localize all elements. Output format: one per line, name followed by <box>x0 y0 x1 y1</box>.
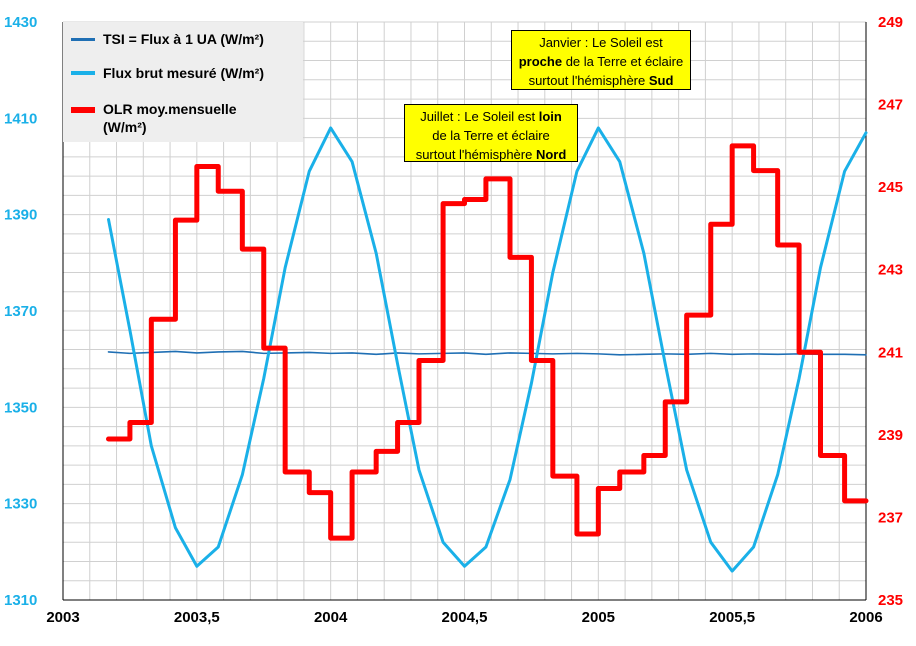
series <box>106 126 869 573</box>
callout-july-line3a: surtout l'hémisphère <box>415 147 536 162</box>
series-line-tsi <box>107 350 867 356</box>
y-right-tick-label: 239 <box>878 427 903 444</box>
y-right-tick-label: 247 <box>878 97 903 114</box>
callout-july-line1a: Juillet : Le Soleil est <box>420 109 539 124</box>
legend-label-flux: Flux brut mesuré (W/m²) <box>103 65 265 81</box>
callout-january-line1: Janvier : Le Soleil est <box>539 35 663 50</box>
callout-july-line1b: loin <box>538 109 562 124</box>
x-tick-label: 2003 <box>46 609 79 626</box>
callout-january-line3b: Sud <box>648 73 674 88</box>
callout-july-line2: de la Terre et éclaire <box>432 128 550 143</box>
y-right-tick-label: 237 <box>878 509 903 526</box>
y-left-tick-label: 1350 <box>4 399 37 416</box>
legend-swatch-tsi <box>71 37 95 41</box>
series-line-olr <box>106 143 869 541</box>
legend-label-olr-unit: (W/m²) <box>103 119 147 135</box>
x-tick-label: 2005,5 <box>709 609 755 626</box>
x-tick-label: 2005 <box>582 609 615 626</box>
callout-january: Janvier : Le Soleil est proche de la Ter… <box>511 30 691 90</box>
y-left-tick-label: 1310 <box>4 592 37 609</box>
legend-swatch-olr <box>71 107 95 113</box>
y-right-tick-label: 243 <box>878 262 903 279</box>
callout-july: Juillet : Le Soleil est loin de la Terre… <box>404 104 578 162</box>
tick-labels: 2003 2003,5 2004 2004,5 2005 2005,5 2006 1310 13… <box>4 14 903 626</box>
y-left-tick-label: 1410 <box>4 110 37 127</box>
x-tick-label: 2003,5 <box>174 609 220 626</box>
y-left-tick-label: 1390 <box>4 207 37 224</box>
series-line-flux <box>107 126 868 573</box>
legend: TSI = Flux à 1 UA (W/m²) Flux brut mesur… <box>63 22 303 142</box>
x-tick-label: 2006 <box>849 609 882 626</box>
legend-swatch-flux <box>71 71 95 75</box>
legend-label-tsi: TSI = Flux à 1 UA (W/m²) <box>103 31 264 47</box>
legend-item-olr: OLR moy.mensuelle (W/m²) <box>71 100 237 136</box>
legend-label-olr-wrap: OLR moy.mensuelle (W/m²) <box>103 100 237 136</box>
callout-january-line3a: surtout l'hémisphère <box>528 73 649 88</box>
legend-item-flux: Flux brut mesuré (W/m²) <box>71 64 264 82</box>
callout-january-line2b: de la Terre et éclaire <box>562 54 684 69</box>
y-left-tick-label: 1330 <box>4 496 37 513</box>
x-tick-label: 2004 <box>314 609 348 626</box>
y-right-tick-label: 241 <box>878 344 903 361</box>
y-right-tick-label: 245 <box>878 179 903 196</box>
legend-item-tsi: TSI = Flux à 1 UA (W/m²) <box>71 30 264 48</box>
y-left-tick-label: 1430 <box>4 14 37 31</box>
y-left-tick-label: 1370 <box>4 303 37 320</box>
x-tick-label: 2004,5 <box>442 609 488 626</box>
y-right-tick-label: 235 <box>878 592 903 609</box>
y-right-tick-label: 249 <box>878 14 903 31</box>
legend-label-olr: OLR moy.mensuelle <box>103 101 237 117</box>
callout-july-line3b: Nord <box>535 147 567 162</box>
callout-january-line2a: proche <box>518 54 563 69</box>
